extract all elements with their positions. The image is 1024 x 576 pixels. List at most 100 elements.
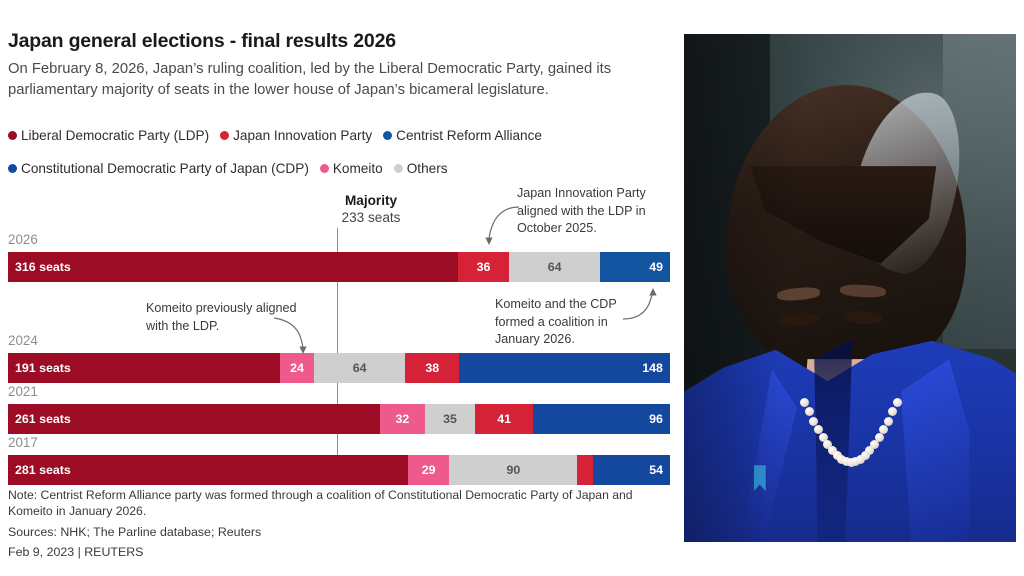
bar-segment-value: 96	[649, 412, 663, 426]
pearl	[855, 454, 865, 464]
pearl	[800, 398, 810, 408]
bar-year-label: 2021	[8, 384, 38, 399]
legend-label: Liberal Democratic Party (LDP)	[21, 127, 210, 143]
bar-segment[interactable]: 281 seats	[8, 455, 409, 485]
bar-segment[interactable]: 36	[457, 252, 510, 282]
bar-segment[interactable]: 49	[600, 252, 670, 282]
bar-segment-value: 90	[506, 463, 521, 477]
bar-segment[interactable]: 316 seats	[8, 252, 458, 282]
annotation-komeito: Komeito previously aligned with the LDP.	[146, 301, 297, 333]
pearl	[809, 416, 819, 426]
legend-label: Komeito	[332, 160, 383, 176]
bar-year-label: 2024	[8, 333, 38, 348]
legend: Liberal Democratic Party (LDP) Japan Inn…	[8, 124, 668, 179]
legend-row-2: Constitutional Democratic Party of Japan…	[8, 157, 668, 179]
bar-segment-value: 29	[421, 463, 436, 477]
bar-segment[interactable]: 38	[405, 353, 460, 383]
bar-row[interactable]: 316 seats 36 64 49	[8, 252, 670, 282]
bar-segment[interactable]: 90	[449, 455, 578, 485]
bar-segment[interactable]: 35	[425, 404, 475, 434]
bar-segment[interactable]: 191 seats	[8, 353, 280, 383]
pearl	[860, 451, 870, 461]
page-subtitle: On February 8, 2026, Japan’s ruling coal…	[8, 61, 612, 98]
bar-segment[interactable]: 54	[593, 455, 670, 485]
legend-item-ldp: Liberal Democratic Party (LDP)	[8, 128, 209, 143]
bar-segment-value: 261 seats	[15, 412, 71, 426]
legend-item-cra: Centrist Reform Alliance	[383, 128, 542, 143]
legend-item-cdp: Constitutional Democratic Party of Japan…	[8, 161, 309, 176]
bar-segment-value: 148	[642, 361, 663, 375]
legend-swatch-icon	[8, 163, 17, 173]
pearl	[832, 451, 842, 461]
bar-segment[interactable]: 24	[279, 353, 315, 383]
pearl	[874, 433, 884, 443]
legend-row-1: Liberal Democratic Party (LDP) Japan Inn…	[8, 124, 668, 146]
bar-row[interactable]: 191 seats 24 64 38 148	[8, 353, 670, 383]
legend-item-komeito: Komeito	[319, 160, 383, 176]
bar-segment-value: 191 seats	[15, 361, 71, 375]
bar-segment-value: 41	[497, 412, 511, 426]
bar-segment-value: 64	[352, 361, 367, 375]
photo-lapel-pin	[753, 465, 766, 492]
bar-segment[interactable]: 32	[379, 404, 426, 434]
bar-segment[interactable]: 96	[533, 404, 670, 434]
pearl	[828, 446, 838, 456]
legend-swatch-icon	[393, 163, 403, 173]
bar-segment[interactable]: 29	[408, 455, 450, 485]
legend-label: Japan Innovation Party	[233, 127, 373, 143]
bar-segment-value: 35	[443, 412, 457, 426]
legend-label: Centrist Reform Alliance	[396, 127, 542, 143]
credit-line: Feb 9, 2023 | REUTERS	[8, 545, 144, 559]
bar-segment[interactable]: 64	[314, 353, 406, 383]
bar-year-label: 2026	[8, 232, 38, 247]
legend-swatch-icon	[383, 130, 393, 140]
pearl	[814, 425, 824, 435]
photo-vignette	[684, 34, 1016, 542]
pearl	[804, 407, 814, 417]
pearl	[888, 407, 898, 417]
bar-row[interactable]: 281 seats 29 90 54	[8, 455, 670, 485]
legend-swatch-icon	[220, 130, 230, 140]
bar-segment[interactable]: 148	[459, 353, 670, 383]
majority-title: Majority	[344, 193, 398, 208]
bar-segment[interactable]: 41	[474, 404, 534, 434]
pearl	[837, 454, 847, 464]
legend-swatch-icon	[8, 130, 17, 140]
legend-item-others: Others	[393, 160, 448, 176]
footer: Note: Centrist Reform Alliance party was…	[8, 487, 668, 559]
pearl	[879, 425, 889, 435]
photo-panel	[676, 0, 1024, 576]
pearl	[846, 457, 856, 467]
bar-segment-value: 32	[395, 412, 410, 426]
pearl	[842, 457, 852, 467]
bar-year-label: 2017	[8, 435, 38, 450]
legend-label: Others	[406, 160, 448, 176]
majority-value: 233 seats	[341, 210, 401, 225]
sources-line: Sources: NHK; The Parline database; Reut…	[8, 525, 262, 539]
legend-label: Constitutional Democratic Party of Japan…	[21, 160, 309, 176]
chart-panel: Japan general elections - final results …	[8, 30, 670, 559]
legend-item-jip: Japan Innovation Party	[220, 128, 372, 143]
bar-segment[interactable]	[577, 455, 594, 485]
pearl	[883, 416, 893, 426]
pearl	[823, 440, 833, 450]
annotation-cdp: Komeito and the CDP formed a coalition i…	[495, 297, 617, 346]
bar-segment-value: 316 seats	[15, 260, 71, 274]
bar-segment-value: 36	[476, 260, 491, 274]
pearl	[818, 433, 828, 443]
bar-segment[interactable]: 64	[509, 252, 601, 282]
bar-segment-value: 281 seats	[15, 463, 71, 477]
footnote: Note: Centrist Reform Alliance party was…	[8, 488, 633, 518]
bar-segment[interactable]: 261 seats	[8, 404, 380, 434]
bar-segment-value: 38	[425, 361, 440, 375]
legend-swatch-icon	[319, 163, 329, 173]
portrait-photo	[684, 34, 1016, 542]
majority-marker-label: Majority 233 seats	[311, 193, 431, 225]
pearl	[893, 398, 903, 408]
pearl	[869, 440, 879, 450]
bar-segment-value: 49	[649, 260, 663, 274]
bar-row[interactable]: 261 seats 32 35 41 96	[8, 404, 670, 434]
pearl	[865, 446, 875, 456]
pearl	[851, 457, 861, 467]
